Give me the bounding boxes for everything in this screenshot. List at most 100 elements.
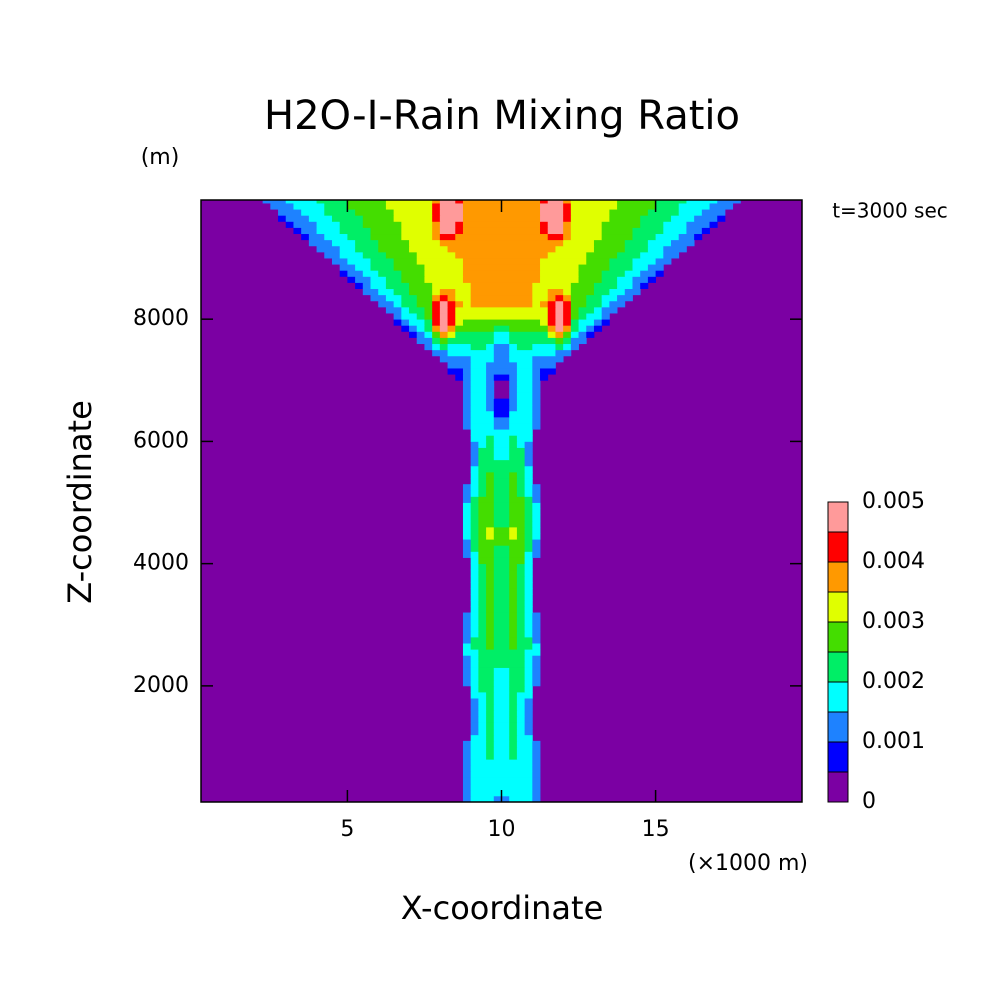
contour-band [516, 606, 526, 613]
contour-band [493, 398, 510, 406]
contour-band [516, 435, 533, 442]
contour-band [486, 734, 495, 742]
contour-band [493, 636, 510, 644]
contour-band [570, 221, 603, 228]
contour-band [586, 300, 603, 308]
contour-band [478, 673, 495, 681]
contour-band [462, 410, 472, 418]
contour-band [462, 667, 472, 675]
contour-band [432, 300, 441, 308]
contour-band [524, 533, 533, 540]
contour-band [532, 545, 541, 552]
contour-band [570, 343, 579, 351]
contour-band [432, 200, 441, 204]
contour-band [532, 759, 541, 766]
contour-band [509, 545, 526, 552]
contour-band [470, 429, 533, 436]
contour-band [532, 520, 541, 528]
contour-band [563, 200, 572, 204]
contour-band [409, 288, 433, 296]
contour-band [563, 288, 572, 296]
contour-band [401, 294, 418, 302]
contour-band [401, 227, 433, 235]
contour-band [540, 227, 549, 235]
contour-band [578, 319, 595, 326]
contour-band [470, 423, 495, 430]
contour-band [447, 361, 472, 369]
contour-band [509, 679, 526, 687]
contour-band [462, 783, 472, 791]
contour-band [609, 258, 633, 265]
contour-band [478, 600, 487, 607]
contour-band [493, 746, 510, 754]
contour-band [424, 331, 433, 338]
contour-band [563, 313, 572, 320]
contour-band [470, 685, 479, 693]
contour-band [493, 374, 510, 381]
contour-band [416, 331, 425, 338]
contour-band [447, 368, 464, 375]
colorbar-swatch [827, 741, 849, 773]
contour-band [509, 667, 526, 675]
contour-band [355, 276, 371, 283]
contour-band [509, 630, 518, 638]
contour-band [432, 319, 441, 326]
contour-band [493, 349, 510, 357]
contour-band [524, 600, 533, 607]
contour-band [486, 575, 495, 583]
contour-band [432, 282, 472, 290]
contour-band [432, 337, 441, 345]
contour-band [462, 416, 472, 424]
contour-band [524, 471, 533, 479]
contour-band [570, 319, 579, 326]
contour-band [416, 251, 456, 259]
contour-band [717, 200, 741, 204]
contour-band [509, 410, 533, 418]
contour-band [563, 221, 572, 228]
contour-band [293, 227, 302, 235]
contour-band [524, 557, 533, 565]
contour-band [478, 478, 487, 485]
contour-band [385, 282, 410, 290]
contour-band [339, 270, 348, 277]
contour-band [509, 325, 549, 332]
contour-band [455, 233, 549, 241]
contour-band [532, 282, 572, 290]
contour-band [570, 300, 587, 308]
contour-band [532, 343, 556, 351]
contour-band [509, 551, 526, 558]
contour-band [563, 294, 572, 302]
contour-band [439, 215, 464, 222]
contour-band [362, 288, 379, 296]
contour-band [339, 221, 364, 228]
contour-band [486, 600, 495, 607]
contour-band [486, 753, 495, 760]
contour-band [532, 404, 541, 412]
contour-band [462, 264, 541, 271]
contour-band [478, 698, 487, 705]
contour-band [516, 600, 526, 607]
contour-band [516, 643, 533, 650]
contour-band [470, 691, 487, 699]
contour-band [478, 716, 487, 723]
contour-band [470, 765, 533, 772]
y-tick-label: 6000 [133, 428, 189, 453]
contour-band [470, 380, 487, 387]
contour-band [524, 551, 533, 558]
contour-band [493, 502, 510, 510]
contour-band [509, 685, 526, 693]
contour-band [462, 777, 472, 785]
x-tick-label: 15 [642, 817, 670, 842]
contour-band [509, 331, 549, 338]
contour-band [470, 594, 479, 601]
contour-band [509, 716, 518, 723]
contour-band [601, 227, 633, 235]
contour-band [447, 319, 456, 326]
contour-band [455, 227, 464, 235]
contour-band [478, 661, 526, 668]
contour-band [462, 545, 472, 552]
contour-band [540, 203, 564, 210]
contour-band [486, 740, 495, 748]
contour-band [609, 209, 649, 216]
